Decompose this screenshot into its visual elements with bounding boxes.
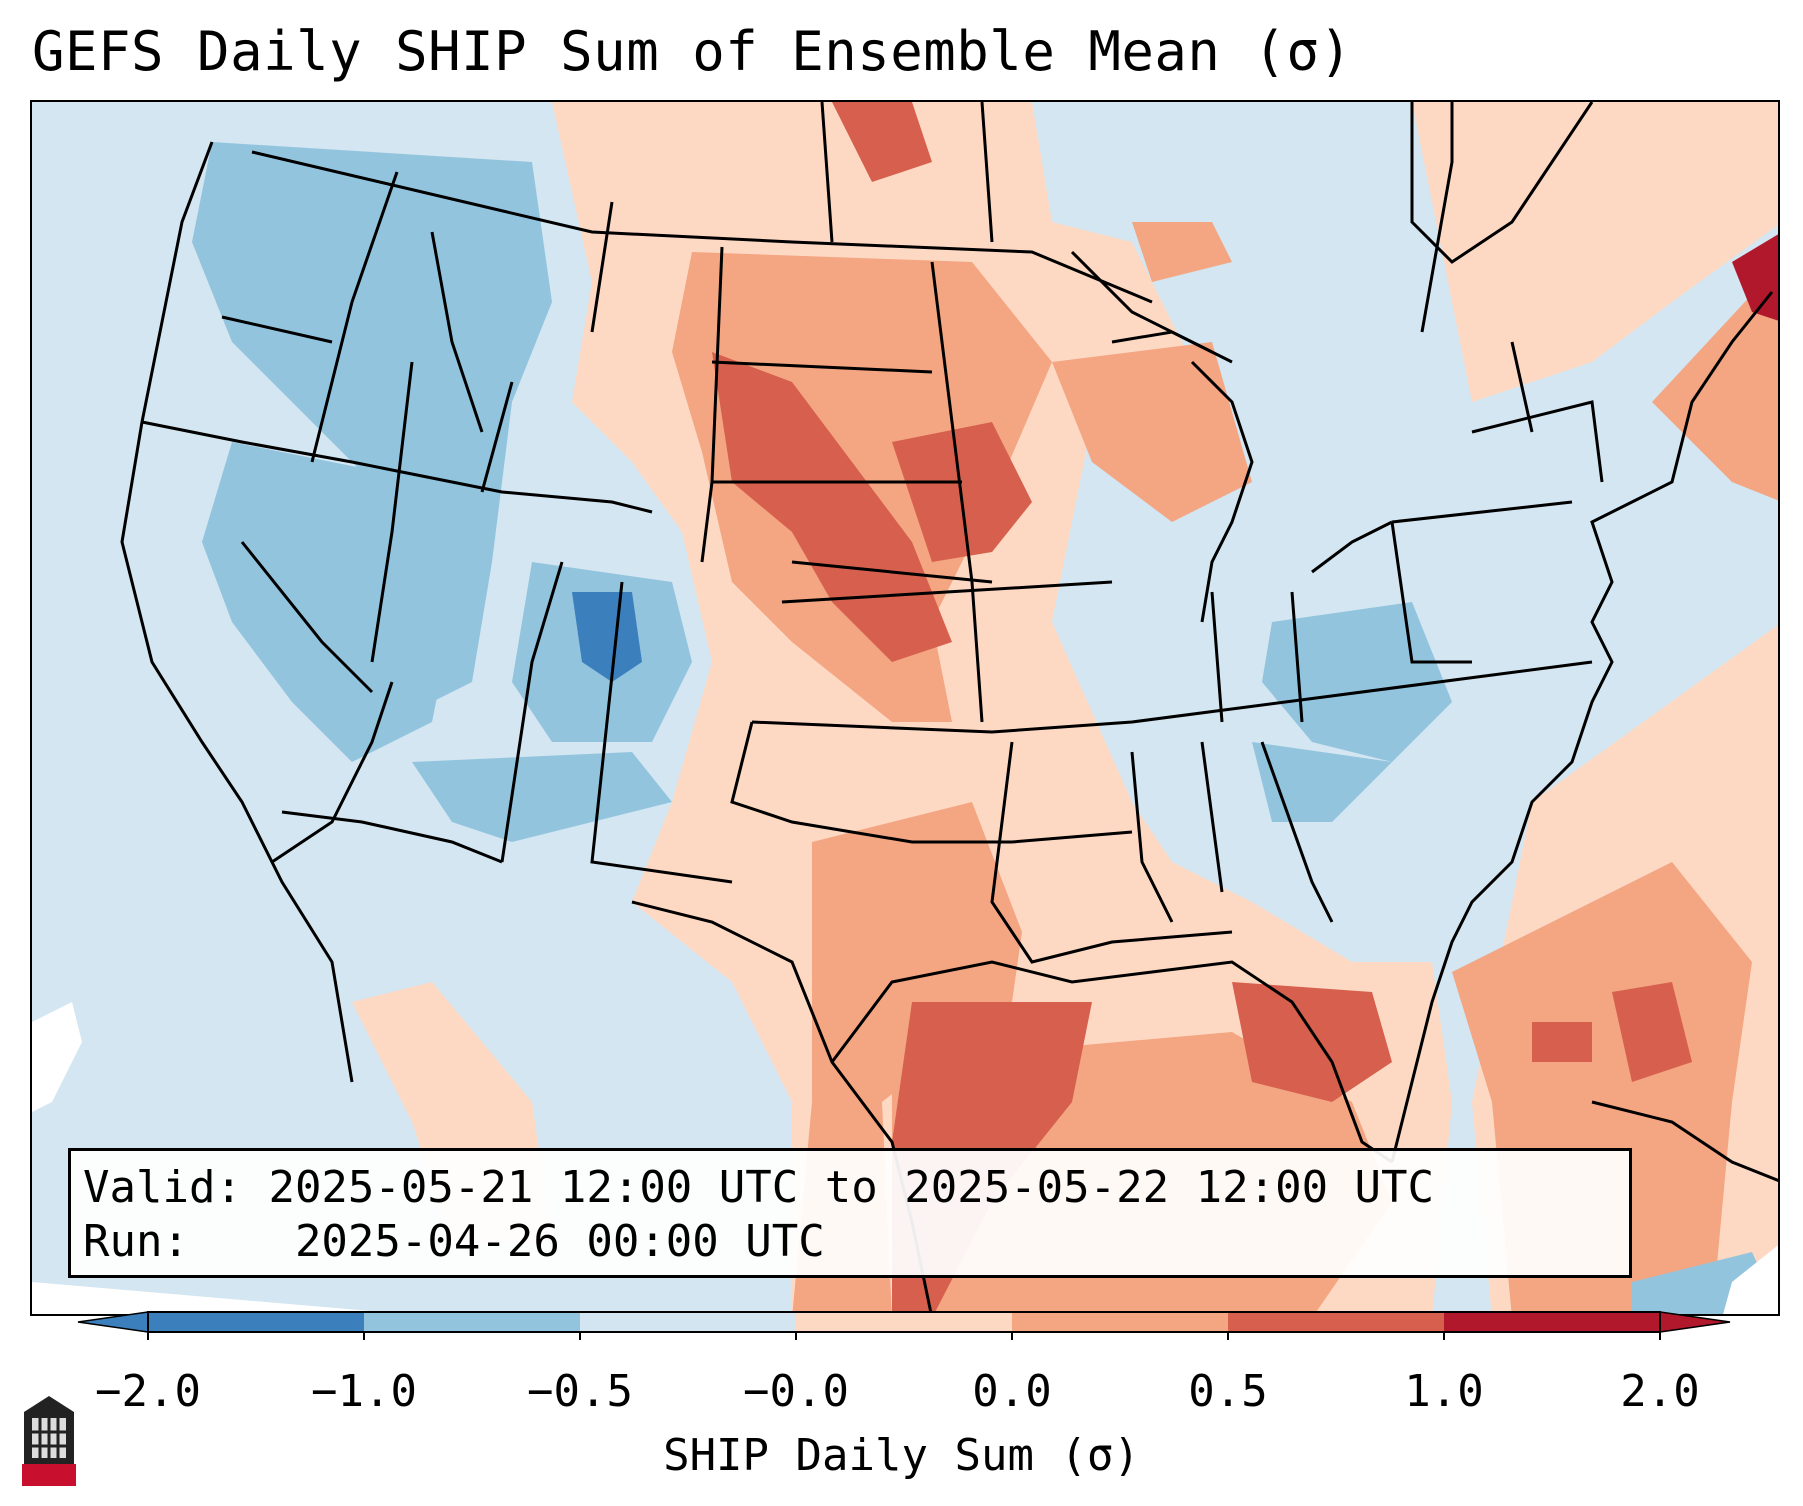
run-value: 2025-04-26 00:00 UTC — [294, 1216, 825, 1267]
colorbar-extend-max — [1659, 1311, 1731, 1333]
colorbar-segment — [364, 1312, 580, 1332]
colorbar-segment — [148, 1312, 364, 1332]
colorbar-segment — [1012, 1312, 1228, 1332]
colorbar — [77, 1311, 1731, 1340]
colorbar-segment — [1228, 1312, 1444, 1332]
map-canvas — [32, 102, 1778, 1314]
projection-edge — [32, 1282, 406, 1314]
colorbar-tick-label: 2.0 — [1620, 1366, 1700, 1417]
info-box: Valid: 2025-05-21 12:00 UTC to 2025-05-2… — [68, 1148, 1632, 1278]
map-title: GEFS Daily SHIP Sum of Ensemble Mean (σ) — [32, 20, 1353, 83]
colorbar-tick-label: −0.0 — [743, 1366, 849, 1417]
strong-negative-field — [572, 592, 642, 682]
map-panel — [30, 100, 1780, 1316]
colorbar-tick-label: −2.0 — [95, 1366, 201, 1417]
run-label: Run: — [83, 1216, 189, 1267]
valid-value: 2025-05-21 12:00 UTC to 2025-05-22 12:00… — [268, 1162, 1435, 1213]
coastlines — [120, 102, 1778, 1314]
colorbar-extend-min — [77, 1311, 149, 1333]
run-line: Run: 2025-04-26 00:00 UTC — [83, 1215, 1617, 1269]
niu-logo-icon — [22, 1396, 76, 1486]
projection-edge-east — [1723, 1245, 1778, 1314]
colorbar-segment — [1444, 1312, 1660, 1332]
valid-line: Valid: 2025-05-21 12:00 UTC to 2025-05-2… — [83, 1161, 1617, 1215]
colorbar-tick-label: 0.5 — [1188, 1366, 1268, 1417]
valid-label: Valid: — [83, 1162, 242, 1213]
moderate-negative-field — [192, 142, 1778, 1314]
colorbar-label: SHIP Daily Sum (σ) — [663, 1430, 1140, 1481]
colorbar-tick-label: 0.0 — [972, 1366, 1052, 1417]
colorbar-segment — [580, 1312, 796, 1332]
projection-edge-west — [32, 1002, 82, 1112]
colorbar-segment — [796, 1312, 1012, 1332]
colorbar-tick-label: −0.5 — [527, 1366, 633, 1417]
colorbar-tick-label: 1.0 — [1404, 1366, 1484, 1417]
colorbar-outline — [147, 1311, 1661, 1333]
boundary-lines — [141, 102, 1604, 964]
colorbar-tick-label: −1.0 — [311, 1366, 417, 1417]
